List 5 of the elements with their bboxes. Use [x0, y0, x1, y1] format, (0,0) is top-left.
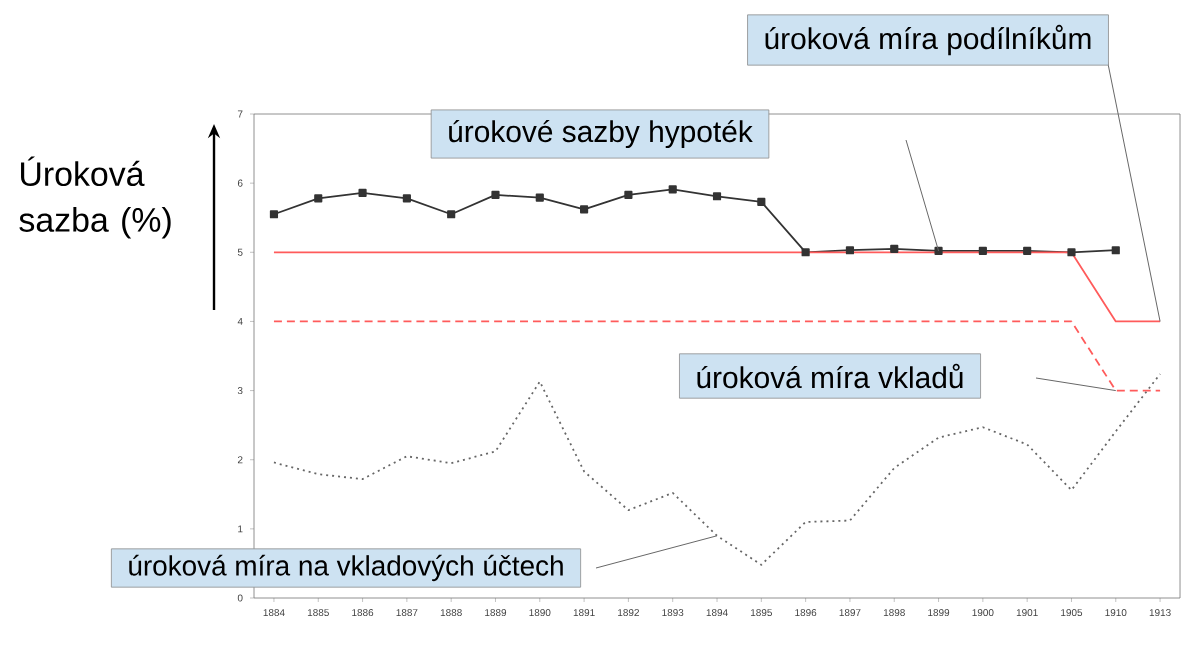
series-label: úroková míra vkladů — [697, 363, 963, 389]
legend-label: úroková míra na vkladových účtech — [129, 554, 563, 582]
series-label: úrokové sazby hypoték — [449, 119, 753, 149]
text: úroková míra podílníkům — [765, 24, 1091, 56]
y-axis-title: Úroková sazba (%) — [19, 156, 171, 239]
